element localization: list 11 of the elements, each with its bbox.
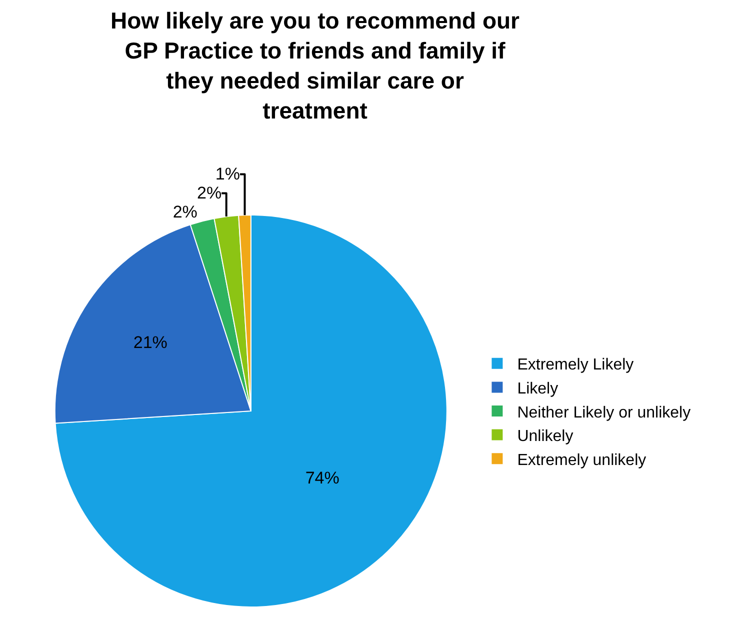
data-label: 2% [172,202,198,222]
data-label: 2% [197,184,222,203]
data-label: 1% [215,164,240,184]
legend-label: Extremely Likely [517,356,634,374]
legend-label: Unlikely [517,428,574,446]
legend-label: Extremely unlikely [517,452,646,469]
legend-label: Neither Likely or unlikely [517,404,691,422]
chart-title: How likely are you to recommend our GP Practice to friends and family if they needed similar care or treatment [110,8,520,124]
legend-label: Likely [517,380,558,398]
data-label: 21% [133,333,168,352]
data-label: 74% [305,468,340,488]
